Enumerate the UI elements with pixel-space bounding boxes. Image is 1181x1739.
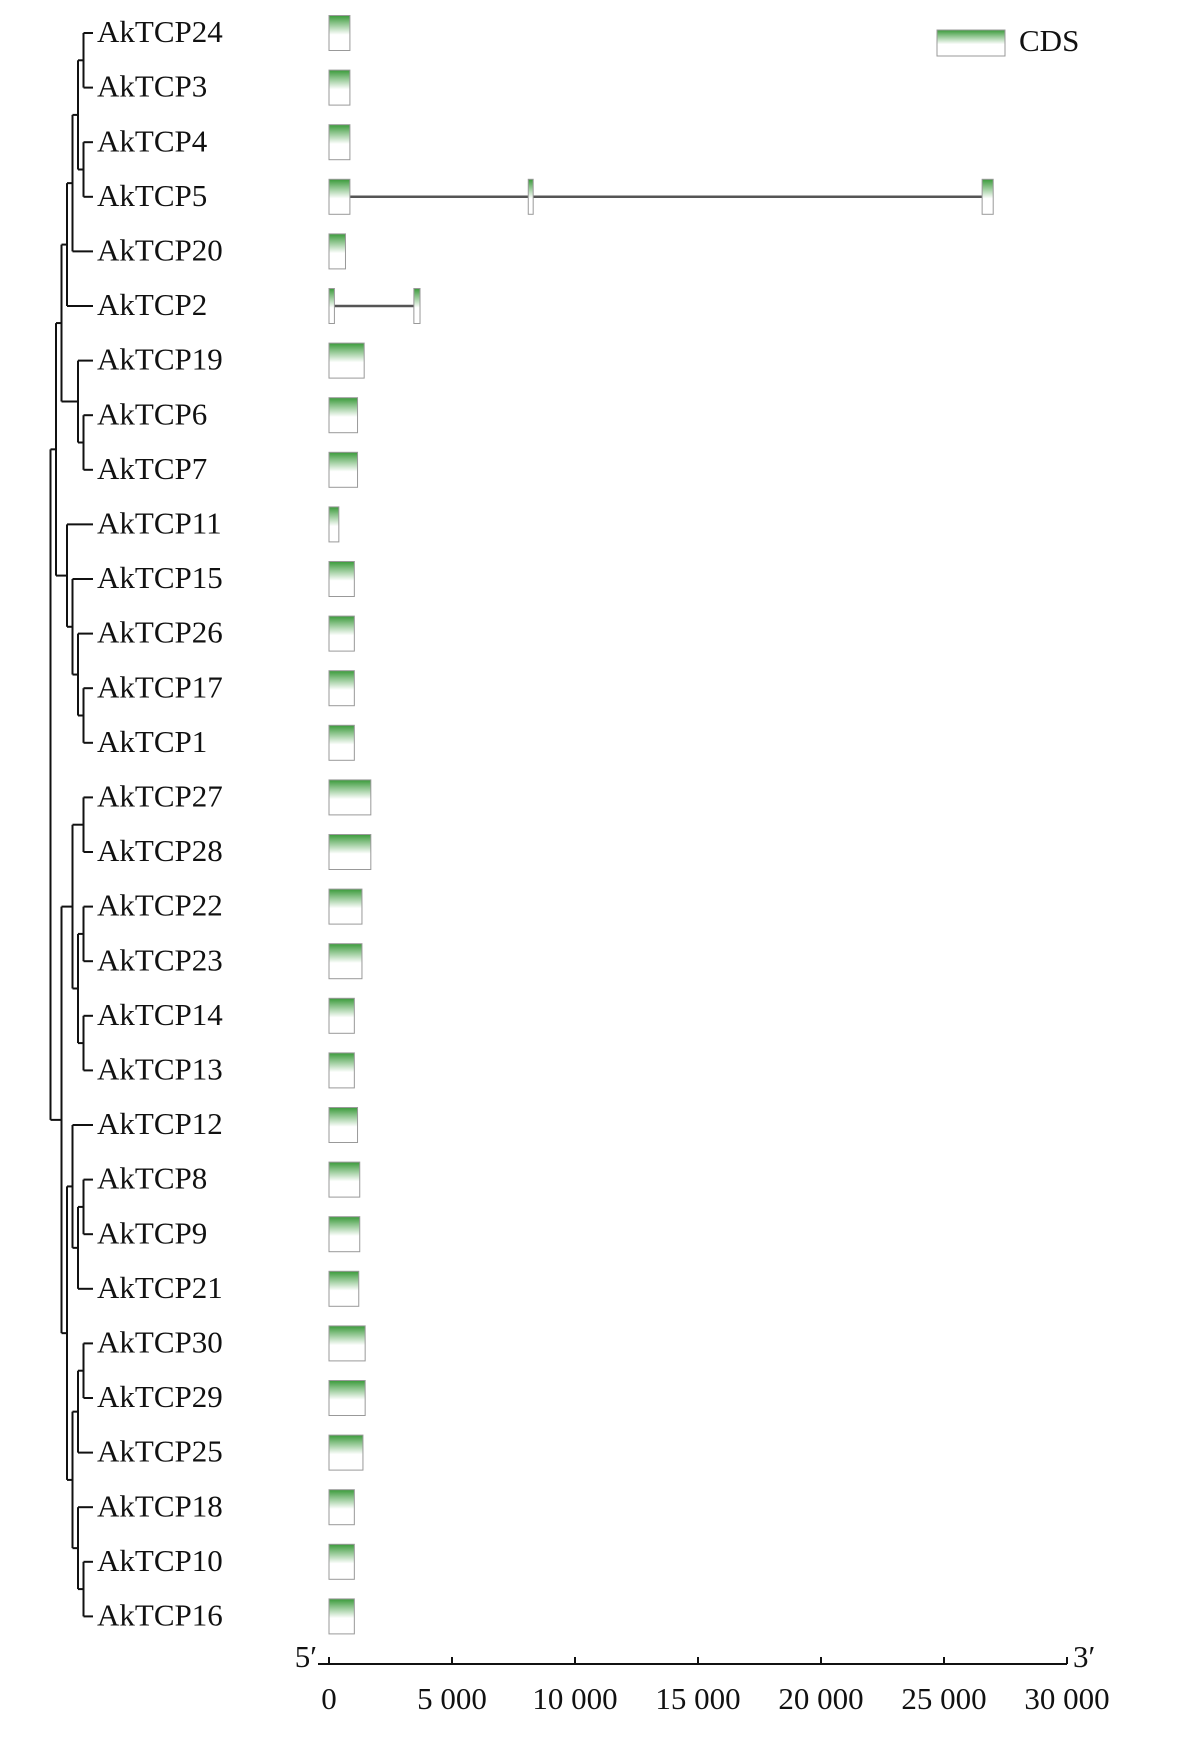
gene-label: AkTCP30	[97, 1325, 223, 1360]
gene-label: AkTCP6	[97, 396, 207, 431]
cds-exon	[328, 1434, 364, 1471]
cds-exon	[328, 233, 346, 270]
gene-label: AkTCP15	[97, 560, 223, 595]
cds-exon	[527, 178, 534, 215]
cds-exon	[328, 1598, 355, 1635]
cds-exon	[981, 178, 994, 215]
x-tick-label: 25 000	[901, 1681, 986, 1716]
gene-label: AkTCP9	[97, 1215, 207, 1250]
cds-exon	[328, 1380, 366, 1416]
x-tick-label: 20 000	[778, 1681, 863, 1716]
cds-exon	[328, 451, 359, 488]
gene-label: AkTCP7	[97, 451, 207, 486]
cds-exon	[328, 1270, 360, 1307]
cds-exon	[328, 670, 355, 707]
cds-exon	[328, 834, 372, 870]
cds-exon	[328, 178, 351, 215]
cds-exon	[328, 1543, 355, 1580]
cds-exon	[413, 288, 421, 324]
x-tick-label: 5 000	[417, 1681, 487, 1716]
gene-label: AkTCP12	[97, 1106, 223, 1141]
gene-label: AkTCP16	[97, 1598, 223, 1633]
cds-exon	[328, 1107, 359, 1143]
cds-exon	[328, 1052, 355, 1089]
cds-exon	[328, 342, 365, 379]
gene-label: AkTCP14	[97, 997, 223, 1032]
cds-exon	[328, 15, 351, 51]
gene-label: AkTCP26	[97, 615, 223, 650]
gene-label: AkTCP10	[97, 1543, 223, 1578]
gene-label: AkTCP25	[97, 1434, 223, 1469]
axis-end-right: 3′	[1073, 1639, 1095, 1674]
cds-exon	[328, 1325, 366, 1362]
cds-exon	[328, 724, 355, 761]
gene-label: AkTCP2	[97, 287, 207, 322]
cds-exon	[328, 888, 363, 925]
gene-label: AkTCP23	[97, 942, 223, 977]
cds-exon	[328, 1489, 355, 1526]
gene-label: AkTCP29	[97, 1379, 223, 1414]
cds-exon	[328, 124, 351, 161]
axis-end-left: 5′	[295, 1639, 317, 1674]
gene-label: AkTCP24	[97, 14, 223, 49]
cds-exon	[328, 397, 359, 434]
x-tick-label: 0	[321, 1681, 337, 1716]
gene-label: AkTCP3	[97, 69, 207, 104]
x-tick-label: 15 000	[655, 1681, 740, 1716]
gene-label: AkTCP1	[97, 724, 207, 759]
gene-label: AkTCP20	[97, 233, 223, 268]
x-tick-label: 10 000	[532, 1681, 617, 1716]
gene-label: AkTCP4	[97, 123, 208, 158]
gene-label: AkTCP22	[97, 888, 223, 923]
cds-exon	[328, 69, 351, 106]
cds-exon	[328, 288, 335, 324]
cds-exon	[328, 943, 363, 980]
phylogenetic-tree	[49, 32, 93, 1618]
gene-label: AkTCP19	[97, 342, 223, 377]
legend-swatch	[936, 29, 1006, 57]
cds-exon	[328, 506, 340, 543]
gene-label: AkTCP5	[97, 178, 207, 213]
gene-label: AkTCP13	[97, 1052, 223, 1087]
cds-exon	[328, 1216, 361, 1253]
gene-label: AkTCP27	[97, 779, 223, 814]
legend-label: CDS	[1019, 23, 1079, 58]
cds-exon	[328, 779, 372, 816]
gene-label: AkTCP21	[97, 1270, 223, 1305]
gene-label: AkTCP11	[97, 506, 222, 541]
cds-exon	[328, 997, 355, 1034]
gene-label: AkTCP8	[97, 1161, 207, 1196]
gene-label: AkTCP28	[97, 833, 223, 868]
gene-label: AkTCP18	[97, 1488, 223, 1523]
x-tick-label: 30 000	[1024, 1681, 1109, 1716]
gene-label: AkTCP17	[97, 669, 223, 704]
cds-exon	[328, 615, 355, 652]
cds-exon	[328, 561, 355, 597]
cds-exon	[328, 1161, 361, 1198]
